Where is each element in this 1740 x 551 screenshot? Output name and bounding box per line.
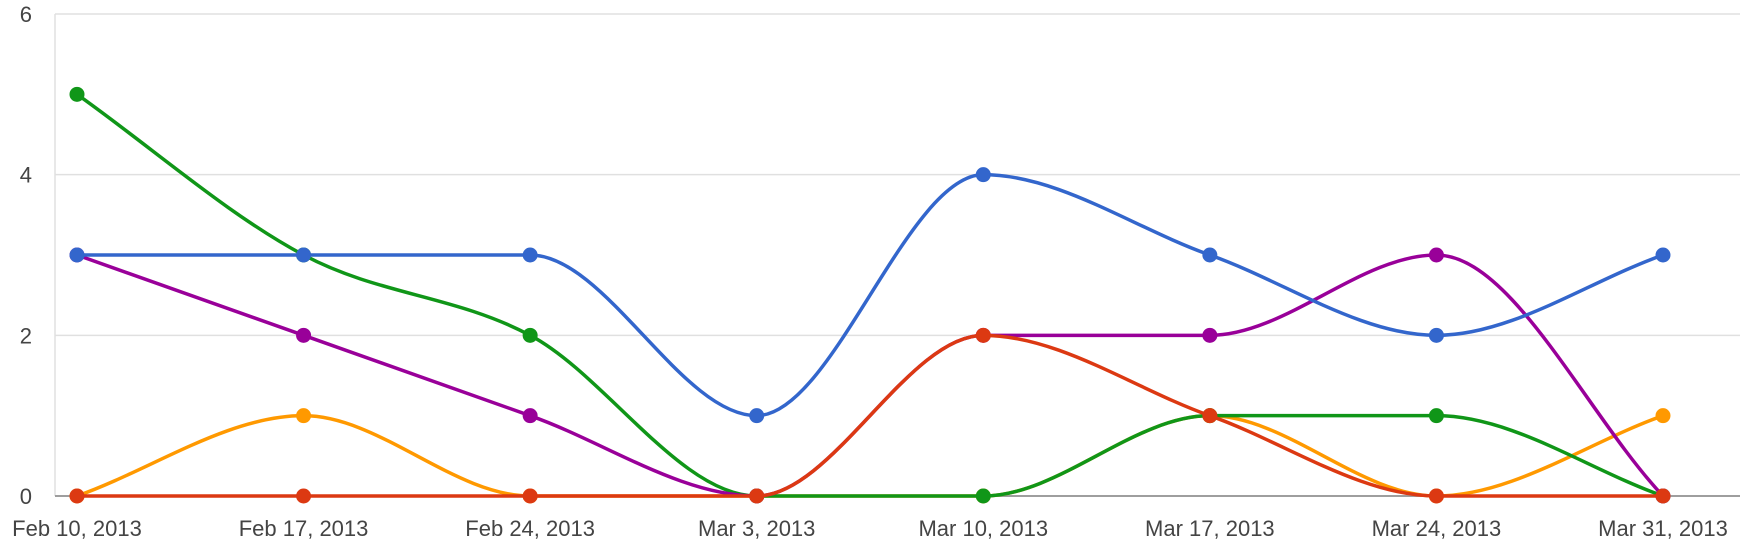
x-tick-label: Mar 31, 2013: [1598, 516, 1728, 541]
data-point: [69, 247, 85, 263]
data-point: [522, 408, 538, 424]
data-point: [975, 488, 991, 504]
series-4: [69, 167, 1671, 424]
data-point: [1202, 327, 1218, 343]
data-point: [749, 488, 765, 504]
x-tick-label: Feb 10, 2013: [12, 516, 142, 541]
x-axis-ticks: Feb 10, 2013 Feb 17, 2013 Feb 24, 2013 Mar …: [12, 516, 1728, 541]
x-tick-label: Mar 17, 2013: [1145, 516, 1275, 541]
data-point: [522, 488, 538, 504]
data-point: [1428, 408, 1444, 424]
series-line: [75, 92, 1665, 498]
data-point: [1655, 488, 1671, 504]
data-point: [1202, 247, 1218, 263]
data-point: [522, 247, 538, 263]
series-line: [75, 172, 1665, 418]
y-axis-ticks: 0 2 4 6: [20, 2, 32, 509]
data-point: [69, 488, 85, 504]
x-tick-label: Mar 24, 2013: [1372, 516, 1502, 541]
series-line: [75, 253, 1665, 498]
y-tick-label: 6: [20, 2, 32, 27]
data-point: [296, 247, 312, 263]
series-3: [69, 247, 1671, 504]
data-point: [296, 327, 312, 343]
data-point: [1428, 247, 1444, 263]
x-tick-label: Mar 10, 2013: [918, 516, 1048, 541]
data-point: [69, 86, 85, 102]
data-point: [296, 408, 312, 424]
y-tick-label: 0: [20, 484, 32, 509]
data-point: [1655, 247, 1671, 263]
series-line: [75, 413, 1665, 498]
data-point: [975, 327, 991, 343]
x-tick-label: Mar 3, 2013: [698, 516, 815, 541]
data-point: [1202, 408, 1218, 424]
x-tick-label: Feb 17, 2013: [239, 516, 369, 541]
series-group: [69, 86, 1671, 504]
data-point: [1428, 327, 1444, 343]
series-line: [75, 333, 1665, 498]
x-tick-label: Feb 24, 2013: [465, 516, 595, 541]
data-point: [1655, 408, 1671, 424]
data-point: [522, 327, 538, 343]
data-point: [296, 488, 312, 504]
data-point: [749, 408, 765, 424]
y-tick-label: 4: [20, 163, 32, 188]
data-point: [1428, 488, 1444, 504]
series-5: [69, 327, 1671, 504]
data-point: [975, 167, 991, 183]
series-1: [69, 408, 1671, 504]
y-tick-label: 2: [20, 323, 32, 348]
